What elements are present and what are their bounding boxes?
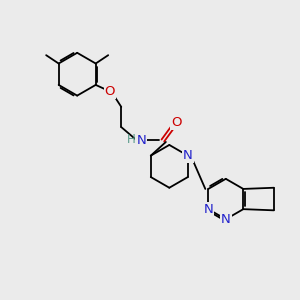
Text: N: N xyxy=(221,213,231,226)
Text: N: N xyxy=(203,202,213,216)
Text: H: H xyxy=(127,133,136,146)
Text: O: O xyxy=(171,116,181,129)
Text: N: N xyxy=(136,134,146,147)
Text: O: O xyxy=(105,85,115,98)
Text: N: N xyxy=(183,149,193,162)
